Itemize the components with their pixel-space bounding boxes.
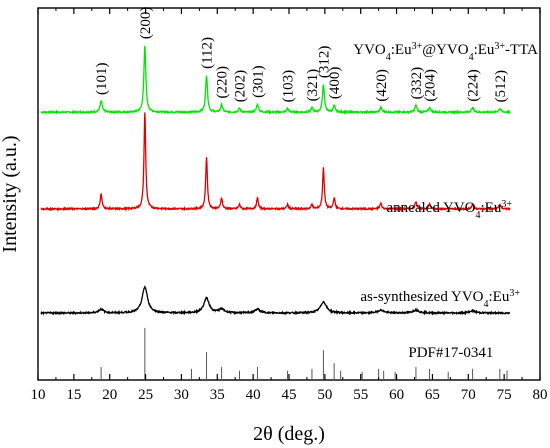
plot-area: PDF#17-0341 (101) (200) (112)(220) (202) (30… [37,7,541,381]
miller-index-label: (321) [305,69,321,102]
x-tick-label: 55 [353,387,368,403]
miller-index-label: (200) [138,7,154,40]
series-labels: YVO4:Eu3+@YVO4:Eu3+-TTA annealed YVO4:Eu3… [353,41,538,310]
miller-index-label: (224) [466,69,482,102]
miller-index-label: (101) [94,62,110,95]
x-axis: 10 15 20 25 30 35 40 45 50 55 60 65 70 75 80 [31,8,548,403]
x-tick-label: 15 [66,387,81,403]
plot-frame [37,7,541,381]
x-axis-label: 2θ (deg.) [253,423,325,445]
miller-index-label: (420) [374,69,390,102]
series-line-2 [40,112,511,212]
reference-pattern: PDF#17-0341 [100,327,508,380]
series-label-2: annealed YVO4:Eu3+ [387,199,513,221]
miller-index-label: (112) [200,37,216,69]
miller-index-label: (103) [281,70,297,103]
x-tick-label: 50 [317,387,332,403]
x-tick-label: 60 [389,387,404,403]
x-tick-label: 35 [210,387,225,403]
miller-index-label: (512) [493,70,509,102]
x-tick-label: 30 [174,387,189,403]
x-tick-label: 80 [533,387,548,403]
series-label-1: YVO4:Eu3+@YVO4:Eu3+-TTA [353,41,538,63]
miller-index-label: (400) [327,67,343,100]
miller-index-label: (332) [409,67,425,100]
x-tick-label: 10 [31,387,46,403]
x-tick-label: 25 [138,387,153,403]
x-tick-label: 40 [246,387,261,403]
miller-index-label: (220) [215,66,231,98]
series-layer [40,45,511,316]
reference-label: PDF#17-0341 [408,345,493,361]
miller-index-label: (312) [316,46,332,79]
series-line-3 [40,285,511,316]
miller-index-label: (301) [250,65,266,98]
x-tick-label: 70 [461,387,476,403]
x-tick-label: 75 [497,387,512,403]
series-label-3: as-synthesized YVO4:Eu3+ [360,288,520,310]
x-tick-label: 45 [282,387,297,403]
miller-index-label: (202) [233,70,249,103]
miller-index-labels: (101) (200) (112)(220) (202) (301) (103) (321)… [94,7,509,103]
x-tick-label: 65 [425,387,440,403]
y-axis-label: Intensity (a.u.) [0,135,21,252]
series-line-1 [40,45,511,116]
x-tick-label: 20 [102,387,117,403]
miller-index-label: (204) [423,69,439,102]
